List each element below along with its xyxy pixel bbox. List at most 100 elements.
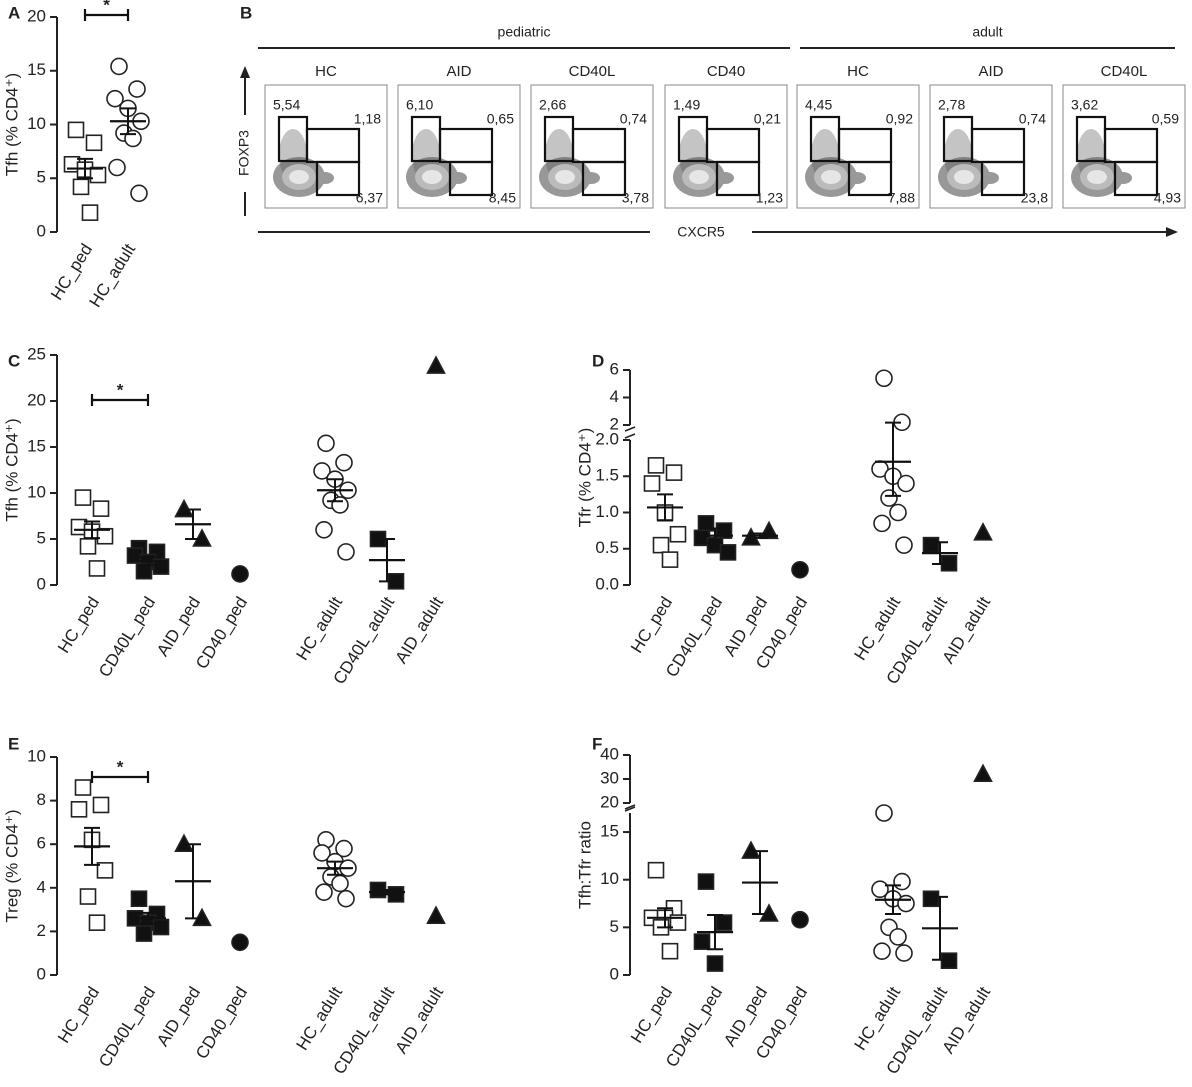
point bbox=[652, 536, 670, 554]
plot-title: AID bbox=[446, 63, 471, 80]
group-label: adult bbox=[972, 24, 1002, 40]
significance-label: * bbox=[117, 757, 124, 776]
plot-title: CD40L bbox=[569, 63, 616, 80]
significance-bracket bbox=[90, 771, 150, 783]
point bbox=[85, 134, 103, 152]
significance-label: * bbox=[117, 380, 124, 399]
y-tick-label: 20 bbox=[27, 390, 46, 409]
point bbox=[693, 933, 711, 950]
gate-value: 0,92 bbox=[886, 111, 913, 127]
y-tick-label: 0 bbox=[37, 221, 46, 240]
panel-letter: B bbox=[240, 3, 252, 22]
sem-bar bbox=[885, 884, 901, 916]
y-tick-label: 6 bbox=[610, 359, 619, 378]
gate bbox=[847, 160, 893, 197]
point bbox=[331, 874, 349, 893]
sem-bar bbox=[707, 913, 723, 951]
gate-value: 1,49 bbox=[673, 97, 700, 113]
point bbox=[647, 861, 665, 879]
point bbox=[96, 862, 114, 879]
y-tick-label: 4 bbox=[37, 877, 46, 896]
point bbox=[715, 914, 733, 931]
x-tick-label: AID_adult bbox=[392, 593, 448, 667]
gate bbox=[980, 160, 1026, 197]
axis-break bbox=[624, 804, 636, 812]
y-tick-label: 2 bbox=[37, 921, 46, 940]
point bbox=[661, 551, 679, 568]
density bbox=[582, 172, 600, 184]
point bbox=[74, 779, 92, 796]
point bbox=[973, 522, 993, 541]
y-tick-label: 10 bbox=[27, 114, 46, 133]
point bbox=[88, 914, 106, 931]
density bbox=[316, 172, 334, 184]
density bbox=[981, 172, 999, 184]
sem-bar bbox=[120, 107, 136, 136]
point bbox=[88, 560, 106, 577]
x-tick-label: AID_ped bbox=[153, 983, 204, 1049]
axis-break bbox=[624, 426, 636, 439]
sem-bar bbox=[84, 826, 100, 866]
sem-bar bbox=[140, 556, 156, 566]
point bbox=[922, 536, 940, 554]
point bbox=[647, 457, 665, 474]
group-label: pediatric bbox=[498, 24, 551, 40]
point bbox=[669, 525, 687, 543]
gate-value: 2,66 bbox=[539, 97, 566, 113]
panel-letter: E bbox=[8, 734, 19, 753]
point bbox=[875, 804, 893, 822]
gate-value: 1,23 bbox=[756, 190, 783, 206]
y-tick-label: 10 bbox=[27, 746, 46, 765]
point bbox=[79, 888, 97, 905]
density bbox=[821, 170, 841, 184]
point bbox=[665, 464, 683, 481]
sem-bar bbox=[657, 907, 673, 929]
point bbox=[70, 801, 88, 818]
x-tick-label: HC_ped bbox=[627, 983, 676, 1046]
gate-value: 4,93 bbox=[1154, 190, 1181, 206]
sem-bar bbox=[185, 508, 201, 540]
point bbox=[715, 522, 733, 539]
density bbox=[1114, 172, 1132, 184]
point bbox=[135, 562, 153, 580]
point bbox=[92, 500, 110, 517]
point bbox=[871, 880, 889, 899]
y-tick-label: 5 bbox=[37, 168, 46, 187]
significance-bracket bbox=[83, 9, 130, 21]
gate-value: 8,45 bbox=[489, 190, 516, 206]
gate bbox=[1113, 160, 1159, 197]
point bbox=[643, 475, 661, 492]
density bbox=[848, 172, 866, 184]
sem-bar bbox=[379, 538, 395, 583]
panel-letter: D bbox=[592, 351, 604, 370]
plot-title: AID bbox=[978, 63, 1003, 80]
significance-label: * bbox=[103, 0, 110, 14]
x-tick-label: HC_adult bbox=[293, 983, 347, 1053]
gate-value: 7,88 bbox=[888, 190, 915, 206]
y-tick-label: 25 bbox=[27, 344, 46, 363]
significance-bracket bbox=[90, 394, 150, 406]
point bbox=[697, 873, 715, 890]
y-tick-label: 15 bbox=[27, 60, 46, 79]
point bbox=[889, 503, 907, 522]
point bbox=[335, 453, 353, 472]
point bbox=[873, 942, 891, 960]
y-tick-label: 0.0 bbox=[595, 574, 619, 593]
density bbox=[954, 170, 974, 184]
sem-bar bbox=[185, 843, 201, 920]
x-tick-label: HC_ped bbox=[54, 593, 103, 656]
point bbox=[719, 544, 737, 561]
point bbox=[335, 839, 353, 858]
x-tick-label: CD40L_ped bbox=[95, 593, 159, 680]
x-tick-label: HC_ped bbox=[627, 593, 676, 656]
y-axis-label: Tfr (% CD4⁺) bbox=[575, 428, 594, 528]
gate-value: 1,18 bbox=[354, 111, 381, 127]
gate bbox=[315, 160, 361, 197]
y-tick-label: 6 bbox=[37, 834, 46, 853]
point bbox=[313, 844, 331, 862]
point bbox=[231, 933, 249, 952]
gate-value: 2,78 bbox=[938, 97, 965, 113]
panel-letter: F bbox=[592, 734, 602, 753]
